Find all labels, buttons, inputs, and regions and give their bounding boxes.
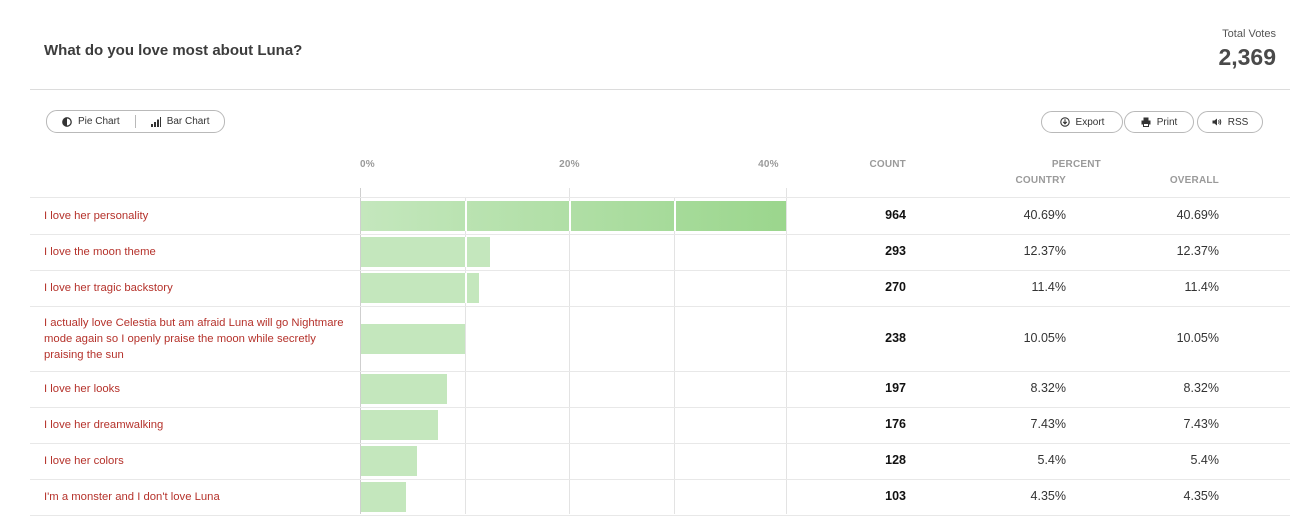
country-percent: 11.4% <box>1031 280 1066 294</box>
pie-chart-icon <box>62 116 72 127</box>
vote-count: 176 <box>885 417 906 431</box>
chart-type-toggle: Pie Chart Bar Chart <box>46 110 226 133</box>
option-label: I love the moon theme <box>44 246 156 258</box>
overall-percent: 12.37% <box>1176 244 1219 258</box>
bar-gridline-gap <box>569 201 571 231</box>
row-divider <box>30 407 1290 408</box>
country-header: COUNTRY <box>1015 175 1066 186</box>
bar-gridline-gap <box>465 201 467 231</box>
country-percent: 8.32% <box>1030 381 1066 395</box>
bar-gridline-gap <box>465 273 467 303</box>
axis-tick-label: 20% <box>559 159 580 170</box>
country-percent: 10.05% <box>1023 330 1066 345</box>
row-divider <box>30 306 1290 307</box>
overall-percent: 10.05% <box>1176 330 1219 345</box>
gridline <box>786 188 787 514</box>
axis-tick-label: 0% <box>360 159 375 170</box>
overall-percent: 5.4% <box>1190 453 1220 467</box>
download-icon <box>1059 117 1070 127</box>
result-bar <box>361 201 786 231</box>
vote-count: 964 <box>885 208 906 222</box>
table-header-rule <box>30 197 1290 198</box>
row-divider <box>30 234 1290 235</box>
gridline <box>569 188 570 514</box>
overall-header: OVERALL <box>1169 175 1219 186</box>
country-percent: 7.43% <box>1030 417 1066 431</box>
vote-count: 197 <box>885 381 906 395</box>
bar-gridline-gap <box>465 237 467 267</box>
option-label: I love her tragic backstory <box>44 282 173 294</box>
bar-chart-label: Bar Chart <box>166 116 210 127</box>
bar-gridline-gap <box>674 201 676 231</box>
rss-button[interactable]: RSS <box>1197 111 1263 133</box>
row-divider <box>30 443 1290 444</box>
result-bar <box>361 410 438 440</box>
total-votes-label: Total Votes <box>1222 28 1276 40</box>
country-percent: 40.69% <box>1023 208 1066 222</box>
row-divider <box>30 479 1290 480</box>
vote-count: 270 <box>885 280 906 294</box>
result-bar <box>361 482 406 512</box>
result-bar <box>361 323 466 354</box>
country-percent: 5.4% <box>1037 453 1067 467</box>
pie-chart-label: Pie Chart <box>78 116 120 127</box>
printer-icon <box>1141 117 1151 127</box>
rss-label: RSS <box>1227 116 1249 128</box>
speaker-icon <box>1212 117 1222 127</box>
gridline <box>465 198 466 514</box>
axis-tick-label: 40% <box>758 159 779 170</box>
toggle-divider <box>134 115 136 128</box>
gridline <box>674 198 675 514</box>
vote-count: 238 <box>885 330 906 345</box>
total-votes-value: 2,369 <box>1218 44 1276 70</box>
bar-chart-button[interactable]: Bar Chart <box>136 111 225 132</box>
option-label: I love her looks <box>44 383 120 395</box>
result-bar <box>361 237 490 267</box>
overall-percent: 40.69% <box>1176 208 1219 222</box>
option-label: I love her colors <box>44 455 124 467</box>
gridline <box>360 188 361 514</box>
option-label: I love her personality <box>44 210 149 222</box>
row-divider <box>30 371 1290 372</box>
option-label: I actually love Celestia but am afraid L… <box>44 316 344 361</box>
option-label: I'm a monster and I don't love Luna <box>44 491 220 503</box>
row-divider <box>30 515 1290 516</box>
result-bar <box>361 374 448 404</box>
bar-chart-icon <box>150 116 161 127</box>
export-button[interactable]: Export <box>1041 111 1123 133</box>
option-label: I love her dreamwalking <box>44 419 164 431</box>
print-label: Print <box>1156 116 1178 128</box>
overall-percent: 8.32% <box>1183 381 1219 395</box>
overall-percent: 7.43% <box>1183 417 1219 431</box>
count-header: COUNT <box>869 159 906 170</box>
export-label: Export <box>1075 116 1105 128</box>
vote-count: 293 <box>885 244 906 258</box>
vote-count: 128 <box>885 453 906 467</box>
print-button[interactable]: Print <box>1124 111 1194 133</box>
header-divider <box>30 89 1290 90</box>
country-percent: 4.35% <box>1030 489 1066 503</box>
pie-chart-button[interactable]: Pie Chart <box>47 111 135 132</box>
country-percent: 12.37% <box>1023 244 1066 258</box>
result-bar <box>361 446 417 476</box>
vote-count: 103 <box>885 489 906 503</box>
overall-percent: 4.35% <box>1183 489 1219 503</box>
overall-percent: 11.4% <box>1184 280 1219 294</box>
result-bar <box>361 273 480 303</box>
percent-header: PERCENT <box>1051 159 1101 170</box>
row-divider <box>30 270 1290 271</box>
poll-title: What do you love most about Luna? <box>44 42 303 59</box>
